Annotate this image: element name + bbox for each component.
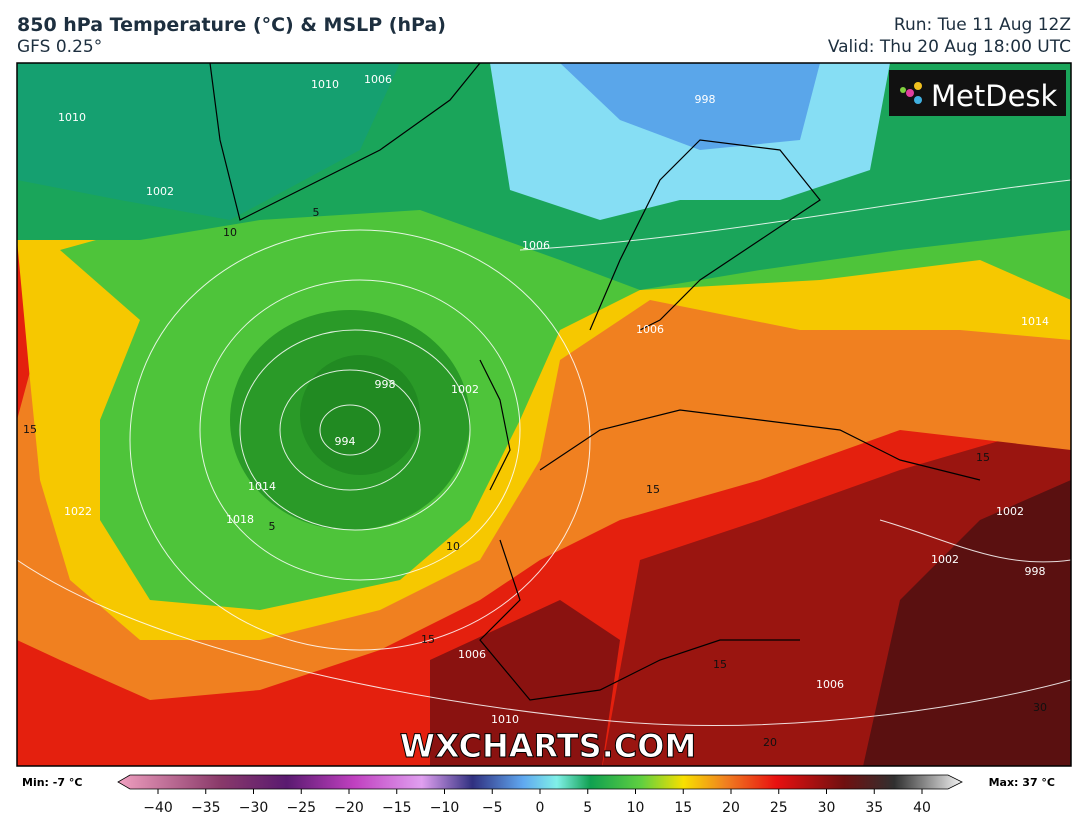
isobar-label: 1014 — [1021, 315, 1049, 328]
watermark: WXCHARTS.COM — [400, 727, 697, 765]
colorbar-tick-label: −20 — [334, 800, 364, 816]
isobar-label: 998 — [375, 378, 396, 391]
isobar-labels: 1010 1010 1006 1002 1006 998 1002 994 10… — [58, 73, 1049, 726]
run-time: Run: Tue 11 Aug 12Z — [893, 15, 1071, 35]
colorbar-tick-label: 20 — [722, 800, 740, 816]
isobar-label: 1006 — [636, 323, 664, 336]
colorbar-tick-label: 40 — [913, 800, 931, 816]
temperature-label: 15 — [421, 633, 435, 646]
isobar-label: 1002 — [996, 505, 1024, 518]
colorbar-tick-label: −15 — [382, 800, 412, 816]
colorbar-tick-label: −35 — [191, 800, 221, 816]
isobar-label: 994 — [335, 435, 356, 448]
colorbar-tick-label: −40 — [143, 800, 173, 816]
map-field — [17, 63, 1071, 766]
title: 850 hPa Temperature (°C) & MSLP (hPa) — [17, 14, 446, 36]
isobar-label: 1010 — [58, 111, 86, 124]
isobar-label: 1006 — [458, 648, 486, 661]
colorbar-tick-label: −10 — [430, 800, 460, 816]
temperature-labels: 15 5 10 5 10 15 15 15 15 20 30 — [23, 206, 1047, 749]
colorbar-min: Min: -7 °C — [22, 776, 82, 789]
colorbar-max: Max: 37 °C — [989, 776, 1055, 789]
colorbar-tick-label: 15 — [674, 800, 692, 816]
isobar-label: 1010 — [311, 78, 339, 91]
isobar-label: 1006 — [816, 678, 844, 691]
temperature-label: 5 — [313, 206, 320, 219]
isobar-label: 1018 — [226, 513, 254, 526]
colorbar-tick-label: −25 — [286, 800, 316, 816]
isobar-label: 1002 — [146, 185, 174, 198]
temperature-label: 10 — [446, 540, 460, 553]
temperature-label: 20 — [763, 736, 777, 749]
colorbar-tick-label: −5 — [482, 800, 503, 816]
logo-text: MetDesk — [931, 79, 1058, 113]
isobar-label: 998 — [695, 93, 716, 106]
colorbar — [117, 774, 963, 790]
temperature-label: 30 — [1033, 701, 1047, 714]
colorbar-ticks: −40 −35 −30 −25 −20 −15 −10 −5 0 5 10 15 20 25 30 35 40 — [143, 789, 931, 816]
logo-icon — [900, 82, 922, 104]
temperature-label: 15 — [646, 483, 660, 496]
temperature-label: 15 — [23, 423, 37, 436]
isobar-label: 998 — [1025, 565, 1046, 578]
colorbar-tick-label: 35 — [865, 800, 883, 816]
isobar-label: 1002 — [451, 383, 479, 396]
isobar-label: 1002 — [931, 553, 959, 566]
isobar-label: 1010 — [491, 713, 519, 726]
colorbar-tick-label: 25 — [770, 800, 788, 816]
temperature-label: 10 — [223, 226, 237, 239]
valid-time: Valid: Thu 20 Aug 18:00 UTC — [827, 37, 1071, 57]
isobar-label: 1022 — [64, 505, 92, 518]
colorbar-tick-label: 0 — [536, 800, 545, 816]
colorbar-tick-label: 10 — [627, 800, 645, 816]
map-frame — [16, 62, 1072, 767]
logo-box — [889, 70, 1066, 116]
model: GFS 0.25° — [17, 37, 103, 57]
colorbar-tick-label: 5 — [583, 800, 592, 816]
isobar-label: 1006 — [522, 239, 550, 252]
temperature-label: 15 — [713, 658, 727, 671]
temperature-label: 5 — [269, 520, 276, 533]
colorbar-tick-label: 30 — [818, 800, 836, 816]
colorbar-tick-label: −30 — [239, 800, 269, 816]
isobar-label: 1014 — [248, 480, 276, 493]
isobar-label: 1006 — [364, 73, 392, 86]
temperature-label: 15 — [976, 451, 990, 464]
